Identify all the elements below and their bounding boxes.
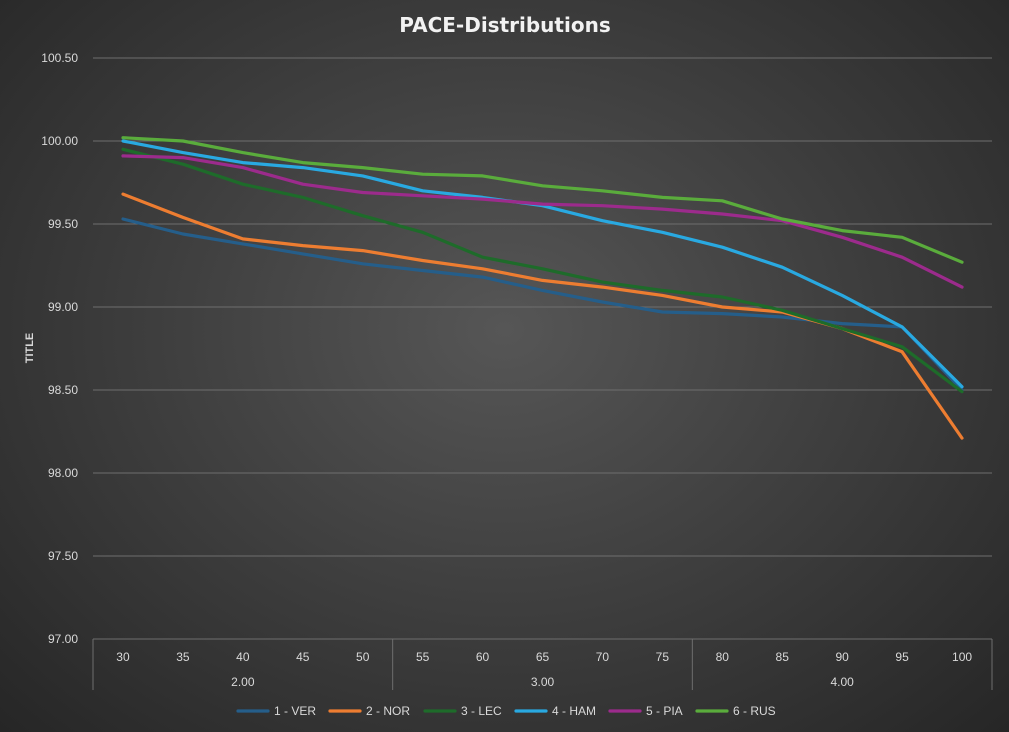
x-tick-label: 100	[952, 650, 972, 664]
y-tick-label: 99.00	[48, 300, 78, 314]
series-line-5	[121, 154, 964, 289]
legend-label-5: 5 - PIA	[646, 704, 683, 718]
series-lines	[121, 136, 964, 440]
y-tick-label: 97.50	[48, 549, 78, 563]
x-tick-label: 70	[596, 650, 610, 664]
chart-title: PACE-Distributions	[399, 13, 610, 37]
x-tick-label: 45	[296, 650, 310, 664]
legend-label-6: 6 - RUS	[733, 704, 776, 718]
legend: 1 - VER 2 - NOR 3 - LEC 4 - HAM 5 - PIA 6 - R…	[236, 704, 776, 718]
x-tick-label: 80	[716, 650, 730, 664]
y-axis-title: TITLE	[24, 333, 36, 364]
y-tick-label: 98.50	[48, 383, 78, 397]
y-tick-label: 98.00	[48, 466, 78, 480]
x-tick-label: 65	[536, 650, 550, 664]
series-line-3	[121, 147, 964, 394]
legend-label-2: 2 - NOR	[366, 704, 410, 718]
series-line-1	[121, 217, 964, 392]
x-group-label: 4.00	[830, 675, 854, 689]
x-tick-label: 90	[835, 650, 849, 664]
y-tick-label: 97.00	[48, 632, 78, 646]
x-tick-label: 35	[176, 650, 190, 664]
x-tick-label: 50	[356, 650, 370, 664]
x-group-label: 3.00	[531, 675, 555, 689]
y-tick-label: 100.50	[41, 51, 78, 65]
y-tick-label: 99.50	[48, 217, 78, 231]
x-tick-label: 30	[116, 650, 130, 664]
x-tick-label: 55	[416, 650, 430, 664]
y-axis-ticks: 97.00 97.50 98.00 98.50 99.00 99.50 100.00 100.…	[41, 51, 78, 646]
x-group-label: 2.00	[231, 675, 255, 689]
x-tick-label: 40	[236, 650, 250, 664]
x-axis: 30 35 40 45 50 55 60 65 70 75 80 85 90 95 100 2.00 3.00 4…	[92, 639, 993, 690]
x-tick-label: 60	[476, 650, 490, 664]
x-tick-label: 95	[895, 650, 909, 664]
x-tick-label: 85	[776, 650, 790, 664]
gridlines	[93, 57, 992, 640]
legend-label-3: 3 - LEC	[461, 704, 502, 718]
x-tick-label: 75	[656, 650, 670, 664]
legend-label-4: 4 - HAM	[552, 704, 596, 718]
legend-label-1: 1 - VER	[274, 704, 316, 718]
series-line-6	[121, 136, 964, 264]
y-tick-label: 100.00	[41, 134, 78, 148]
series-line-4	[121, 139, 964, 389]
